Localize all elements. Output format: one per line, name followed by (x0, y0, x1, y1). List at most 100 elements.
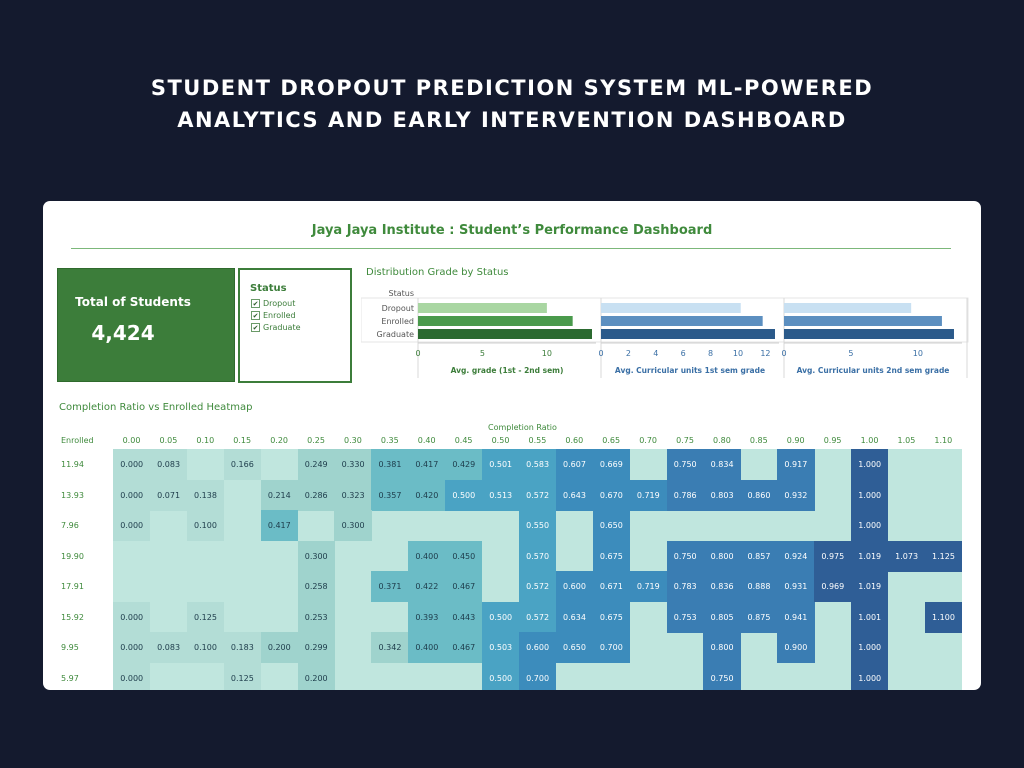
heatmap-cell: 0.786 (666, 479, 704, 511)
x-tick-label: 5 (480, 349, 485, 358)
heatmap-cell: 0.138 (186, 479, 225, 511)
heatmap-column-header: 0.85 (749, 436, 768, 445)
heatmap-column-header: 0.30 (343, 436, 362, 445)
heatmap-cell: 0.600 (555, 571, 594, 602)
heatmap-cell: 0.393 (408, 601, 446, 633)
heatmap-cell: 0.000 (113, 510, 151, 541)
heatmap-column-header: 0.25 (307, 436, 325, 445)
heatmap-cell: 1.000 (851, 662, 889, 690)
heatmap-cell: 1.001 (851, 601, 889, 633)
x-tick-label: 5 (848, 349, 853, 358)
heatmap-column-header: 0.70 (639, 436, 657, 445)
x-tick-label: 8 (708, 349, 713, 358)
x-tick-label: 10 (542, 349, 552, 358)
bar-category-label: Enrolled (381, 317, 414, 326)
heatmap-cell: 0.083 (149, 632, 188, 663)
heatmap-cell: 0.400 (408, 632, 446, 663)
heatmap-cell: 0.932 (777, 479, 815, 511)
title-divider (71, 248, 951, 249)
checkbox-icon[interactable]: ✔ (251, 299, 260, 308)
x-axis-title: Avg. grade (1st - 2nd sem) (451, 366, 564, 375)
heatmap-cell: 0.975 (814, 540, 852, 572)
x-tick-label: 12 (760, 349, 770, 358)
heatmap-cell: 0.550 (518, 510, 557, 541)
heatmap-cell: 0.000 (113, 662, 151, 690)
heatmap-cell: 0.323 (334, 479, 372, 511)
heatmap-cell: 0.286 (297, 479, 335, 511)
heatmap-cell: 0.634 (555, 601, 594, 633)
heatmap-cell: 0.750 (703, 662, 741, 690)
x-axis-title: Avg. Curricular units 2nd sem grade (797, 366, 950, 375)
legend-item-label: Enrolled (263, 311, 296, 320)
bar-graduate (418, 329, 592, 339)
heatmap-column-header: 0.15 (233, 436, 252, 445)
heatmap-cell: 0.183 (223, 632, 262, 663)
heatmap-column-header: 0.45 (454, 436, 473, 445)
dashboard-title: Jaya Jaya Institute : Student’s Performa… (311, 223, 713, 238)
headline-line-1: STUDENT DROPOUT PREDICTION SYSTEM ML-POW… (150, 76, 874, 100)
heatmap-cell: 0.299 (297, 632, 335, 663)
legend-title: Status (250, 283, 287, 294)
heatmap-cell: 0.300 (297, 540, 335, 572)
heatmap-cell: 0.420 (408, 479, 446, 511)
x-tick-label: 6 (681, 349, 686, 358)
heatmap-cell: 0.467 (445, 632, 483, 663)
heatmap-cell: 0.650 (555, 632, 594, 663)
heatmap-row-label: 7.96 (61, 521, 79, 530)
heatmap-cell: 1.073 (887, 540, 926, 572)
heatmap-column-header: 0.75 (676, 436, 694, 445)
heatmap-cell: 0.400 (408, 540, 446, 572)
heatmap-column-header: 0.00 (122, 436, 141, 445)
kpi-value: 4,424 (91, 321, 155, 345)
x-axis-title: Avg. Curricular units 1st sem grade (615, 366, 765, 375)
legend-item-label: Graduate (263, 323, 301, 332)
heatmap-cell: 0.443 (445, 601, 483, 633)
heatmap-column-header: 1.00 (860, 436, 879, 445)
heatmap-cell: 0.675 (592, 540, 631, 572)
x-tick-label: 0 (415, 349, 420, 358)
checkbox-icon[interactable]: ✔ (251, 311, 260, 320)
heatmap-cell: 0.570 (518, 540, 557, 572)
heatmap-cell: 0.200 (260, 632, 298, 663)
heatmap-cell: 1.000 (851, 632, 889, 663)
heatmap-cell: 0.513 (482, 479, 520, 511)
x-tick-label: 4 (653, 349, 658, 358)
legend-item-dropout[interactable]: ✔ Dropout (251, 299, 295, 308)
heatmap-cell: 0.900 (777, 632, 815, 663)
x-tick-label: 10 (913, 349, 923, 358)
bar-graduate (601, 329, 775, 339)
heatmap-cell: 0.417 (260, 510, 298, 541)
headline: STUDENT DROPOUT PREDICTION SYSTEM ML-POW… (0, 72, 1024, 136)
heatmap-column-header: 0.65 (602, 436, 621, 445)
heatmap-cell: 1.125 (924, 540, 963, 572)
heatmap-cell: 0.860 (740, 479, 778, 511)
heatmap-cell: 0.125 (223, 662, 262, 690)
heatmap-cell: 1.100 (924, 601, 963, 633)
x-tick-label: 10 (733, 349, 743, 358)
legend-item-graduate[interactable]: ✔ Graduate (251, 323, 301, 332)
heatmap-cell: 0.834 (703, 449, 741, 480)
heatmap-cell: 0.572 (518, 479, 557, 511)
legend-item-enrolled[interactable]: ✔ Enrolled (251, 311, 296, 320)
heatmap-cell: 0.342 (371, 632, 409, 663)
heatmap-row-label: 9.95 (61, 643, 79, 652)
bar-dropout (784, 303, 912, 313)
heatmap-column-header: 1.05 (897, 436, 916, 445)
heatmap-cell: 0.750 (666, 449, 704, 480)
total-students-kpi: Total of Students 4,424 (57, 268, 235, 382)
checkbox-icon[interactable]: ✔ (251, 323, 260, 332)
heatmap-cell: 0.572 (518, 571, 557, 602)
heatmap-cell: 0.071 (149, 479, 188, 511)
heatmap-cell: 0.214 (260, 479, 298, 511)
dashboard-card: Jaya Jaya Institute : Student’s Performa… (43, 201, 981, 690)
heatmap-cell: 0.357 (371, 479, 409, 511)
heatmap-cell: 0.583 (518, 449, 557, 480)
heatmap-cell: 0.670 (592, 479, 631, 511)
heatmap-cell: 0.969 (814, 571, 852, 602)
heatmap-cell: 0.500 (482, 601, 520, 633)
heatmap-cell: 0.800 (703, 540, 741, 572)
heatmap-cell: 0.100 (186, 632, 225, 663)
heatmap-cell: 0.750 (666, 540, 704, 572)
heatmap-column-header: 1.10 (934, 436, 953, 445)
heatmap-cell: 0.422 (408, 571, 446, 602)
